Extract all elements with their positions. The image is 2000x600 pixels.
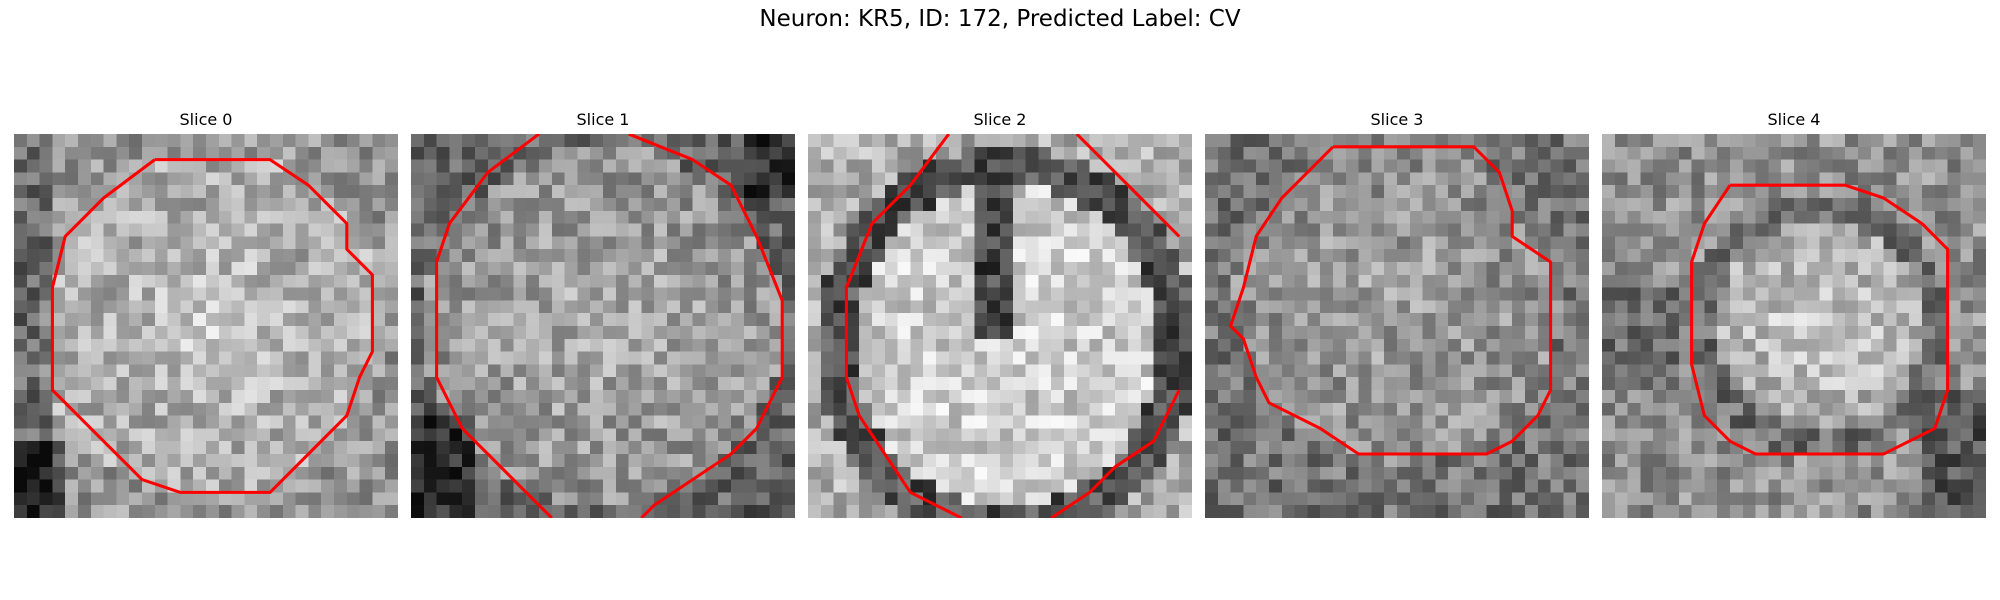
slice-panel-4: Slice 4 [1602,109,1986,131]
slice-panel-1: Slice 1 [411,109,795,131]
slice-panel-3: Slice 3 [1205,109,1589,131]
pixel-grid [411,134,795,518]
slice-title: Slice 3 [1205,109,1589,131]
pixel-grid [1602,134,1986,518]
slice-image [1205,134,1589,518]
slice-title: Slice 1 [411,109,795,131]
slice-image [808,134,1192,518]
slice-image [411,134,795,518]
slice-image [14,134,398,518]
slice-panel-0: Slice 0 [14,109,398,131]
slice-image [1602,134,1986,518]
figure-title: Neuron: KR5, ID: 172, Predicted Label: C… [0,6,2000,32]
slice-title: Slice 2 [808,109,1192,131]
slice-title: Slice 4 [1602,109,1986,131]
slice-title: Slice 0 [14,109,398,131]
pixel-grid [14,134,398,518]
slice-panel-2: Slice 2 [808,109,1192,131]
pixel-grid [1205,134,1589,518]
